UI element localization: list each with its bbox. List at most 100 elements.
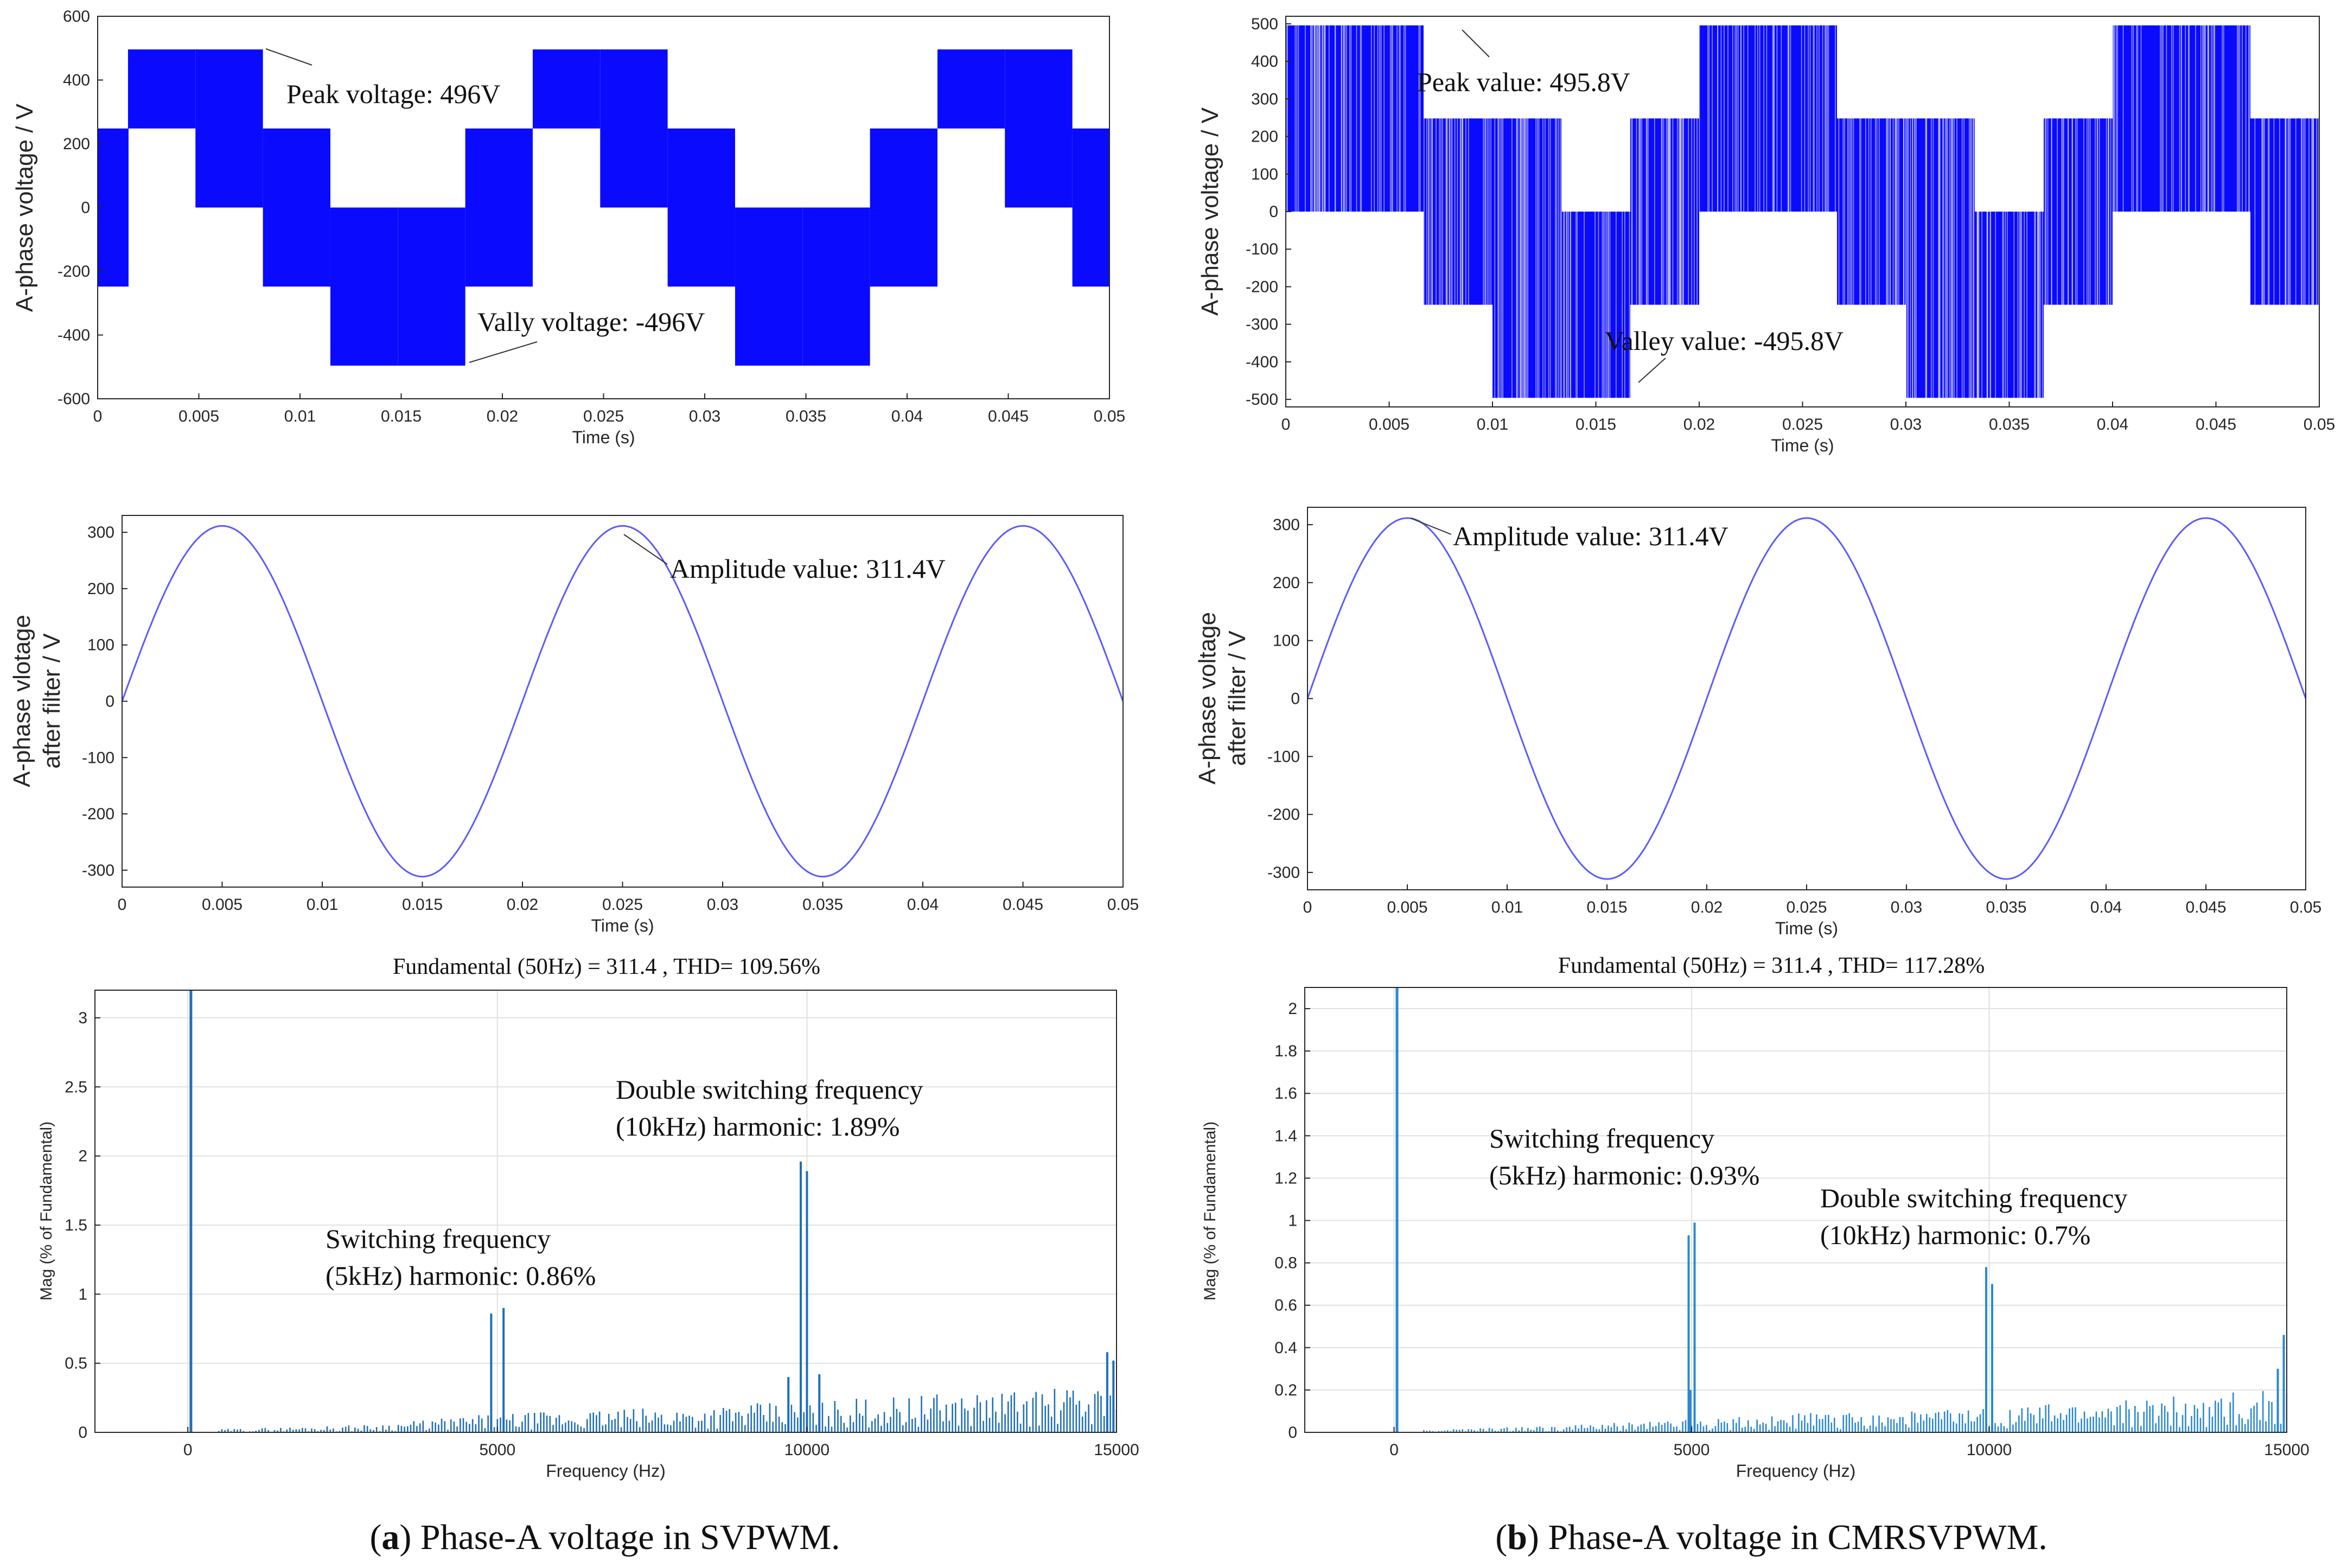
pwm-band-8	[667, 128, 735, 287]
y-axis-label-line-0: A-phase voltage	[1194, 612, 1221, 785]
x-tick-label-3: 15000	[2264, 1441, 2309, 1459]
y-tick-label-6: 300	[1273, 516, 1300, 534]
pwm-band-0	[127, 49, 196, 129]
annotation-leader-0	[623, 534, 668, 565]
y-tick-label-5: 2.5	[65, 1078, 87, 1096]
x-tick-label-2: 0.01	[1491, 898, 1523, 916]
x-tick-label-2: 10000	[784, 1441, 830, 1459]
x-tick-label-0: 0	[1281, 416, 1291, 434]
y-tick-label-1: -400	[1246, 353, 1278, 371]
series-b1	[1286, 25, 2319, 398]
y-tick-label-5: 1	[1288, 1212, 1297, 1230]
chart-panel-b3: 0 5000 10000 15000 0 0.2 0.4 0.6 0.8 1 1.2 1.4 1.6 1.…	[1201, 953, 2310, 1481]
annotation-text-0: Peak value: 495.8V	[1417, 67, 1630, 97]
annotation-1-line-1: (10kHz) harmonic: 1.89%	[616, 1111, 900, 1142]
caption-b: (b) Phase-A voltage in CMRSVPWM.	[1495, 1518, 2047, 1557]
annotation-1-line-1: (10kHz) harmonic: 0.7%	[1820, 1220, 2090, 1250]
y-tick-label-1: 0.2	[1274, 1381, 1297, 1399]
y-tick-label-4: 0.8	[1274, 1254, 1297, 1272]
annotation-leader-0	[1462, 29, 1490, 58]
pwm-band-6	[1699, 25, 1768, 212]
annotation-0-line-0: Switching frequency	[1489, 1123, 1714, 1153]
x-tick-label-8: 0.04	[2090, 898, 2122, 916]
pwm-band-4	[398, 207, 465, 366]
series-a2	[122, 525, 1123, 878]
x-tick-label-0: 0	[1389, 1441, 1399, 1459]
pwm-band-12	[937, 49, 1005, 129]
x-tick-label-2: 0.01	[284, 407, 316, 425]
caption-a: (a) Phase-A voltage in SVPWM.	[369, 1518, 840, 1557]
x-tick-label-4: 0.02	[1691, 898, 1723, 916]
y-tick-label-6: 100	[1251, 165, 1278, 183]
x-axis-label: Time (s)	[1775, 919, 1838, 938]
x-tick-label-2: 0.01	[307, 896, 338, 914]
axes-frame	[94, 990, 1117, 1433]
caption-a-label: a	[381, 1518, 399, 1557]
pwm-band-2	[1424, 118, 1492, 305]
y-tick-label-3: 0	[105, 693, 114, 711]
y-axis-label-line-1: after filter / V	[39, 633, 65, 769]
y-tick-label-3: -200	[1246, 278, 1278, 296]
x-tick-label-5: 0.025	[1782, 416, 1823, 434]
y-tick-label-6: 1.2	[1274, 1169, 1297, 1187]
annotation-1-line-0: Double switching frequency	[1820, 1183, 2128, 1213]
y-tick-label-0: -300	[1267, 864, 1300, 882]
y-tick-label-2: -200	[58, 263, 90, 281]
pwm-band-7	[1768, 25, 1837, 212]
x-tick-label-5: 0.025	[583, 407, 624, 425]
annotation-text-1: Vally voltage: -496V	[477, 307, 705, 337]
y-tick-label-0: 0	[1288, 1424, 1297, 1442]
pwm-band-11	[870, 128, 937, 287]
chart-title: Fundamental (50Hz) = 311.4 , THD= 109.56…	[393, 954, 820, 979]
y-tick-label-6: 300	[87, 524, 114, 541]
pwm-band-11	[2044, 118, 2113, 305]
x-tick-label-0: 0	[93, 407, 103, 425]
pwm-band-6	[532, 49, 601, 129]
x-tick-label-8: 0.04	[891, 407, 923, 425]
x-tick-label-1: 0.005	[1387, 898, 1427, 916]
y-tick-label-10: 2	[1288, 1000, 1297, 1018]
y-tick-label-0: -500	[1246, 391, 1278, 409]
sine-curve	[122, 525, 1123, 878]
pwm-band-10	[1975, 212, 2044, 398]
annotation-0-line-1: (5kHz) harmonic: 0.86%	[326, 1260, 596, 1291]
pwm-band-7	[600, 49, 668, 208]
plots-layer: 0 0.005 0.01 0.015 0.02 0.025 0.03 0.035 0.04 0.0…	[9, 8, 2335, 1481]
y-tick-label-3: 0	[1291, 690, 1300, 708]
x-axis-label: Time (s)	[572, 428, 635, 447]
y-tick-label-5: 400	[63, 72, 90, 90]
x-tick-label-1: 0.005	[178, 407, 219, 425]
y-axis-label: A-phase voltage / V	[11, 103, 38, 312]
y-tick-label-1: -200	[82, 805, 114, 823]
x-tick-label-6: 0.03	[1890, 416, 1922, 434]
y-tick-label-3: 1.5	[65, 1216, 87, 1234]
x-axis-label: Time (s)	[1771, 436, 1834, 455]
chart-panel-a1: 0 0.005 0.01 0.015 0.02 0.025 0.03 0.035 0.04 0.0…	[11, 8, 1125, 447]
x-tick-label-5: 0.025	[1786, 898, 1827, 916]
pwm-band-1	[195, 49, 263, 208]
chart-panel-a3: 0 5000 10000 15000 0 0.5 1 1.5 2 2.5 3 Frequency (H…	[37, 954, 1139, 1481]
pwm-band-13	[1005, 49, 1073, 208]
y-tick-label-8: 300	[1251, 90, 1278, 108]
annotation-text-0: Amplitude value: 311.4V	[670, 553, 946, 584]
pwm-band-8	[1837, 118, 1906, 305]
y-tick-label-5: 200	[87, 580, 114, 598]
y-tick-label-2: -100	[82, 749, 114, 767]
x-tick-label-10: 0.05	[2290, 898, 2321, 916]
pwm-band-13	[2181, 25, 2250, 212]
annotation-0-line-0: Switching frequency	[326, 1223, 551, 1254]
sine-curve	[1307, 517, 2306, 880]
axes-frame	[1304, 987, 2287, 1433]
x-tick-label-4: 0.02	[507, 896, 538, 914]
x-tick-label-7: 0.035	[1989, 416, 2030, 434]
x-tick-label-3: 0.015	[1575, 416, 1616, 434]
x-tick-label-1: 0.005	[1369, 416, 1409, 434]
x-tick-label-0: 0	[118, 896, 127, 914]
y-tick-label-2: 0.4	[1274, 1339, 1297, 1357]
y-tick-label-7: 200	[1251, 128, 1278, 146]
x-tick-label-7: 0.035	[786, 407, 826, 425]
y-tick-label-2: 1	[78, 1285, 87, 1303]
x-tick-label-10: 0.05	[1107, 896, 1139, 914]
y-axis-label-line-0: A-phase vlotage	[9, 615, 35, 787]
